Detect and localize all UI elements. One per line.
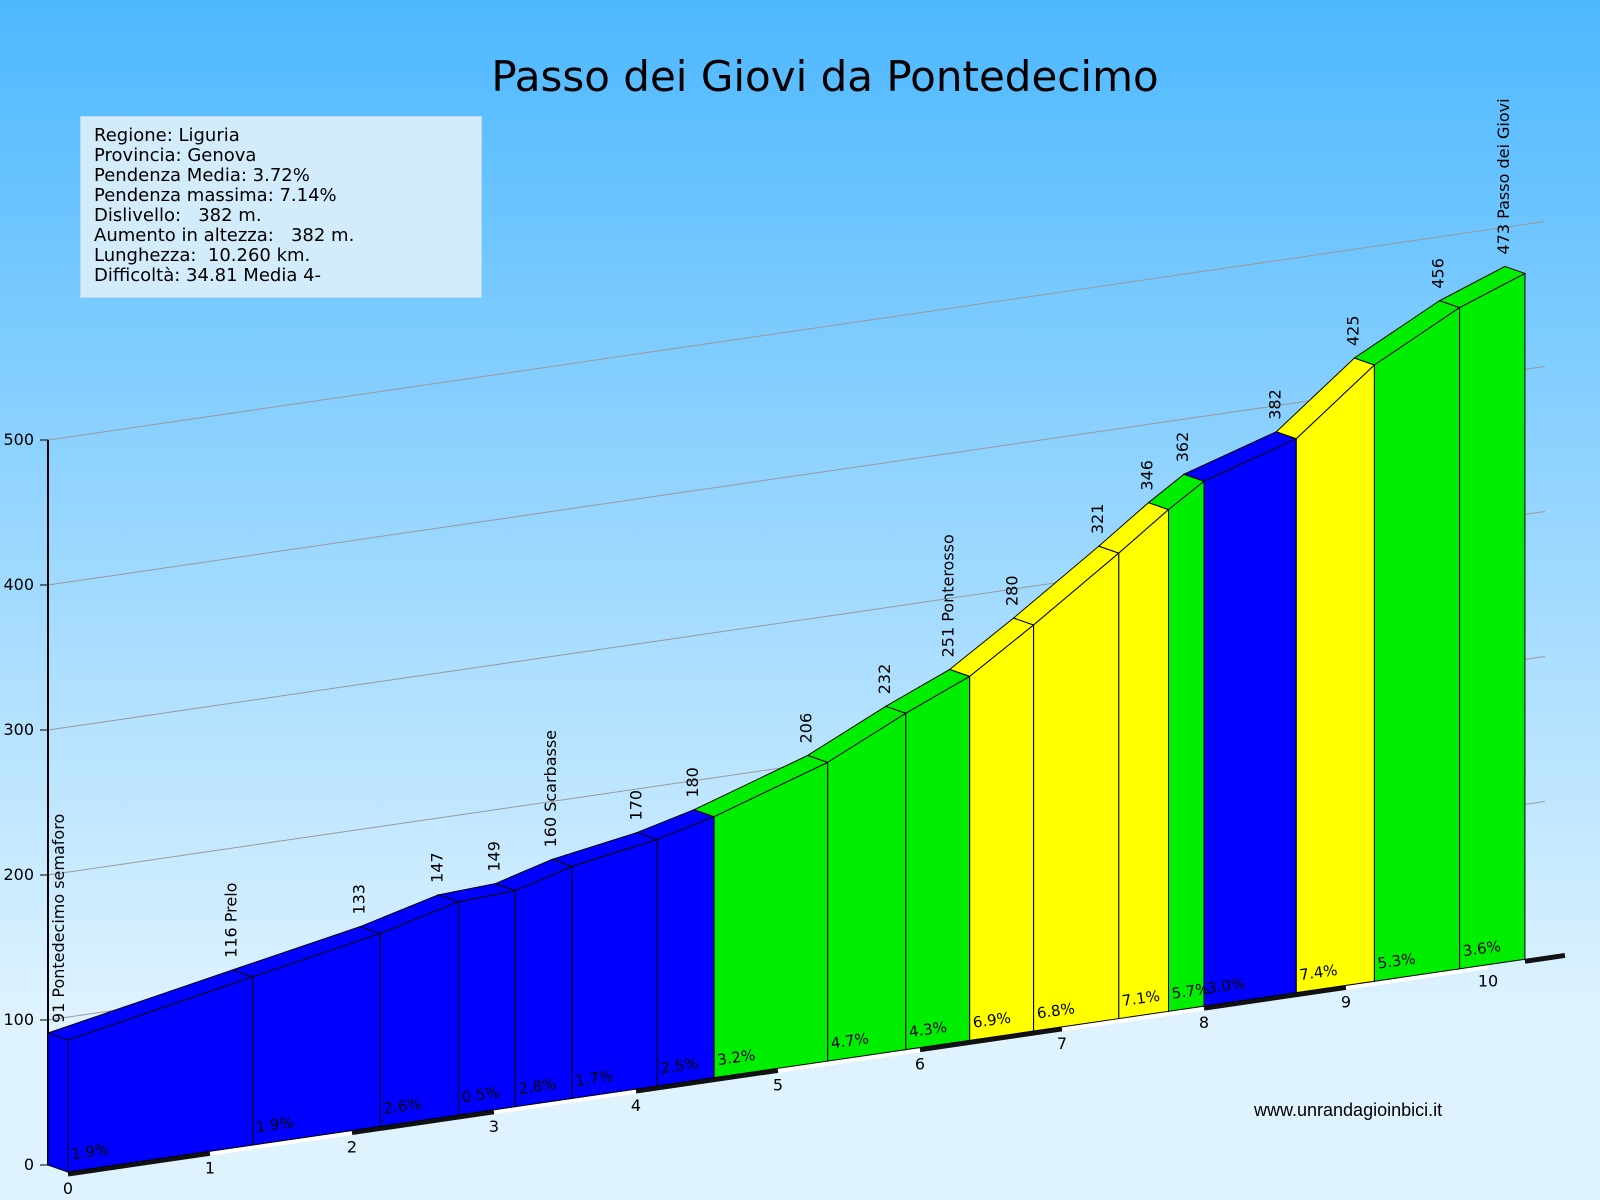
- x-axis-baseline: [635, 1067, 779, 1094]
- altitude-label: 473 Passo dei Giovi: [1494, 98, 1513, 254]
- profile-segment: [905, 675, 971, 1051]
- x-axis-baseline: [1345, 964, 1489, 990]
- gradient-label: 1.9%: [255, 1113, 295, 1136]
- gradient-label: 5.3%: [1376, 950, 1416, 973]
- profile-segment: [1295, 363, 1375, 994]
- x-tick-label: 7: [1057, 1034, 1067, 1053]
- profile-segment: [571, 838, 658, 1099]
- profile-segment: [1203, 437, 1297, 1007]
- altitude-label: 160 Scarbasse: [541, 730, 560, 847]
- gradient-label: 3.6%: [1462, 937, 1502, 960]
- gradient-label: 4.7%: [830, 1029, 870, 1052]
- altitude-label: 91 Pontedecimo semaforo: [49, 814, 68, 1023]
- x-tick-label: 9: [1341, 992, 1351, 1011]
- profile-segment: [379, 901, 459, 1127]
- gradient-label: 5.7%: [1171, 980, 1211, 1003]
- profile-segment: [1033, 552, 1120, 1032]
- x-tick-label: 5: [773, 1075, 783, 1094]
- x-axis-baseline: [1061, 1005, 1205, 1032]
- x-tick-label: 10: [1478, 972, 1498, 991]
- y-tick-label: 0: [24, 1155, 34, 1174]
- x-tick-label: 0: [63, 1179, 73, 1198]
- y-tick-label: 200: [3, 865, 34, 884]
- altitude-label: 180: [683, 767, 702, 798]
- gradient-label: 6.8%: [1036, 999, 1076, 1022]
- chart-title: Passo dei Giovi da Pontedecimo: [491, 52, 1159, 101]
- altitude-label: 147: [428, 852, 447, 883]
- profile-segment: [514, 865, 573, 1108]
- x-tick-label: 2: [347, 1138, 357, 1157]
- info-pendenza-massima: Pendenza massima: 7.14%: [94, 185, 337, 206]
- altitude-label: 382: [1265, 389, 1284, 420]
- y-tick-label: 500: [3, 430, 34, 449]
- profile-segment: [656, 815, 715, 1087]
- profile-segment: [1373, 306, 1461, 982]
- gradient-label: 4.3%: [908, 1018, 948, 1041]
- profile-segment: [458, 890, 516, 1116]
- altitude-label: 362: [1173, 432, 1192, 463]
- x-tick-label: 6: [915, 1055, 925, 1074]
- profile-side-face: [47, 1032, 69, 1173]
- profile-segment: [1168, 480, 1205, 1012]
- profile-segment: [969, 623, 1035, 1041]
- x-axis-baseline: [67, 1150, 211, 1177]
- info-lunghezza: Lunghezza: 10.260 km.: [94, 245, 311, 266]
- info-aumento: Aumento in altezza: 382 m.: [94, 225, 355, 246]
- gradient-label: 3.2%: [716, 1046, 756, 1069]
- altitude-label: 456: [1429, 258, 1448, 289]
- x-axis-baseline: [351, 1109, 495, 1136]
- y-tick-label: 400: [3, 575, 34, 594]
- altitude-label: 280: [1003, 575, 1022, 606]
- profile-segment: [827, 712, 907, 1062]
- x-axis-baseline: [919, 1026, 1063, 1053]
- gradient-label: 2.6%: [382, 1095, 422, 1118]
- x-tick-label: 8: [1199, 1013, 1209, 1032]
- gradient-label: 7.4%: [1298, 961, 1338, 984]
- y-tick-label: 300: [3, 720, 34, 739]
- gradient-label: 0.5%: [461, 1083, 501, 1106]
- altitude-label: 321: [1088, 504, 1107, 535]
- altitude-label: 425: [1343, 315, 1362, 346]
- info-pendenza-media: Pendenza Media: 3.72%: [94, 165, 310, 186]
- x-axis-baseline: [1203, 984, 1347, 1011]
- x-tick-label: 3: [489, 1117, 499, 1136]
- x-axis-baseline: [493, 1088, 637, 1115]
- info-box: Regione: Liguria Provincia: Genova Pende…: [80, 116, 482, 298]
- gradient-label: 3.0%: [1206, 974, 1246, 997]
- info-regione: Regione: Liguria: [94, 125, 240, 146]
- gradient-label: 1.9%: [70, 1140, 110, 1163]
- altitude-label: 149: [484, 841, 503, 872]
- profile-segment: [1459, 272, 1526, 970]
- altitude-label: 206: [797, 713, 816, 744]
- gradient-label: 2.8%: [517, 1075, 557, 1098]
- info-difficolta: Difficoltà: 34.81 Media 4-: [94, 265, 322, 286]
- info-provincia: Provincia: Genova: [94, 145, 257, 166]
- gradient-label: 2.5%: [659, 1054, 699, 1077]
- x-axis-baseline: [209, 1130, 353, 1156]
- gradient-label: 1.7%: [574, 1067, 614, 1090]
- x-axis-baseline: [1524, 952, 1566, 964]
- profile-segment: [1118, 508, 1169, 1020]
- x-tick-label: 1: [205, 1158, 215, 1177]
- y-tick-label: 100: [3, 1010, 34, 1029]
- x-tick-label: 4: [631, 1096, 641, 1115]
- altitude-label: 232: [875, 664, 894, 695]
- gridline: [47, 365, 1545, 586]
- info-dislivello: Dislivello: 382 m.: [94, 205, 262, 226]
- website-label: www.unrandagioinbici.it: [1254, 1100, 1443, 1120]
- gradient-label: 6.9%: [972, 1009, 1012, 1032]
- profile-segment: [713, 761, 829, 1079]
- gradient-label: 7.1%: [1121, 987, 1161, 1010]
- gridline: [47, 220, 1545, 441]
- altitude-label: 133: [349, 884, 368, 915]
- x-axis-baseline: [777, 1047, 921, 1073]
- altitude-label: 251 Ponterosso: [939, 534, 958, 657]
- altitude-label: 346: [1138, 460, 1157, 491]
- altitude-label: 116 Prelo: [222, 883, 241, 958]
- altitude-label: 170: [626, 790, 645, 821]
